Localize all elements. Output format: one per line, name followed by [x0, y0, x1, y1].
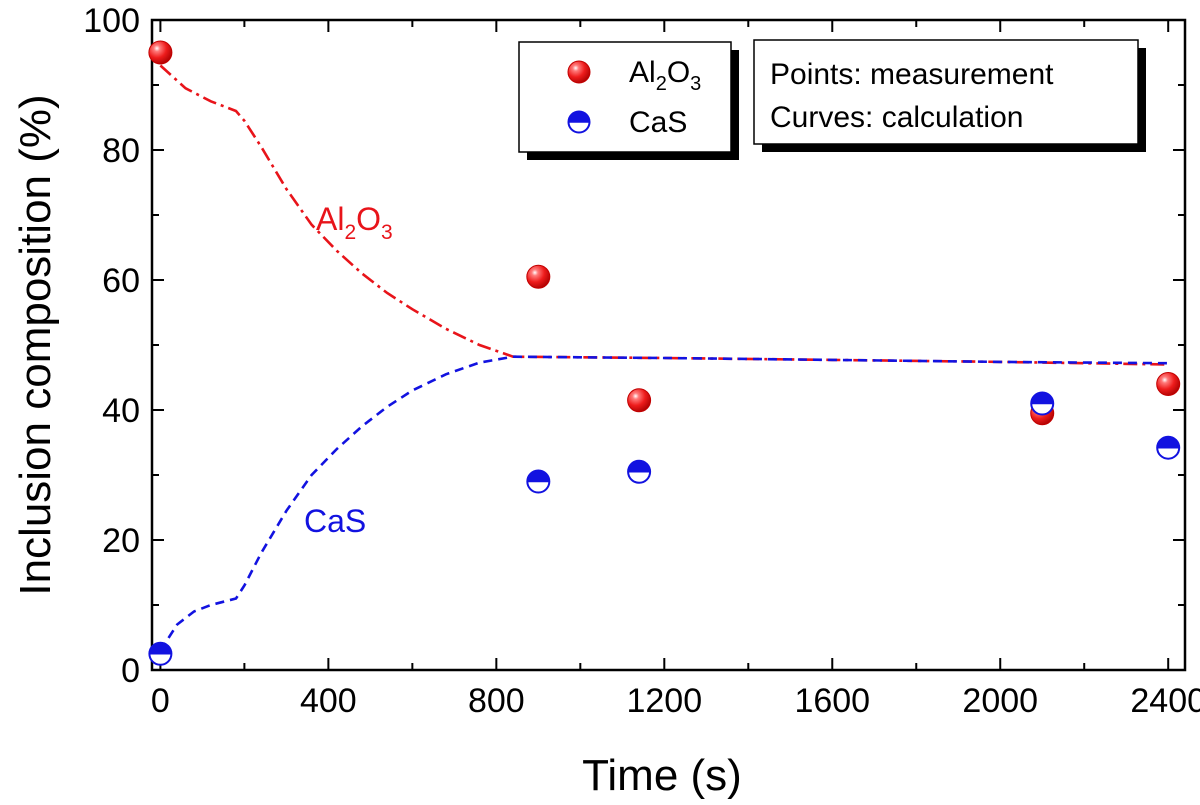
y-tick-label: 60	[102, 262, 140, 300]
legend-cas-marker	[567, 110, 591, 134]
al2o3-curve-label: Al2O3	[316, 201, 393, 244]
y-tick-labels: 0 20 40 60 80 100	[83, 2, 140, 690]
cas-point	[526, 469, 551, 494]
cas-calculated-curve	[159, 355, 1169, 652]
al2o3-curve-label-base: Al	[316, 201, 344, 237]
legend-al2o3-marker	[567, 60, 591, 84]
note-line-points: Points: measurement	[770, 58, 1054, 91]
x-axis-title: Time (s)	[582, 751, 742, 800]
y-tick-label: 0	[121, 652, 140, 690]
x-tick-label: 400	[300, 682, 357, 720]
legend-cas-label: CaS	[629, 106, 687, 139]
y-tick-label: 40	[102, 392, 140, 430]
y-tick-label: 100	[83, 2, 140, 40]
legend: Al2O3 CaS	[518, 41, 739, 160]
al2o3-curve-label-mid: O	[356, 201, 381, 237]
legend-al2o3-base: Al	[629, 56, 656, 89]
note-line-curves: Curves: calculation	[770, 101, 1023, 134]
legend-al2o3-sub2: 3	[690, 73, 701, 95]
al2o3-point	[148, 40, 173, 65]
x-tick-label: 800	[468, 682, 525, 720]
al2o3-point	[627, 388, 652, 413]
x-tick-label: 1600	[794, 682, 870, 720]
x-tick-labels: 0 400 800 1200 1600 2000 2400	[151, 682, 1200, 720]
x-tick-label: 0	[151, 682, 170, 720]
al2o3-curve-label-sub1: 2	[344, 221, 356, 244]
y-tick-label: 80	[102, 132, 140, 170]
al2o3-point	[526, 264, 551, 289]
legend-al2o3-mid: O	[667, 56, 690, 89]
cas-curve-label: CaS	[304, 503, 366, 539]
cas-point	[148, 641, 173, 666]
cas-point	[1030, 391, 1055, 416]
cas-point	[627, 459, 652, 484]
legend-al2o3-sub1: 2	[656, 73, 667, 95]
note-frame	[753, 39, 1139, 145]
calculated-curves	[159, 64, 1169, 652]
legend-box	[518, 41, 732, 153]
y-tick-label: 20	[102, 522, 140, 560]
al2o3-curve-label-sub2: 3	[381, 221, 393, 244]
note-box: Points: measurement Curves: calculation	[753, 39, 1146, 152]
x-tick-label: 2000	[962, 682, 1038, 720]
cas-point	[1156, 435, 1181, 460]
legend-al2o3-label: Al2O3	[629, 56, 701, 95]
y-axis-title: Inclusion composition (%)	[11, 94, 60, 595]
cas-measurement-points	[148, 391, 1181, 666]
x-tick-label: 1200	[626, 682, 702, 720]
axis-ticks	[152, 19, 1185, 671]
x-tick-label: 2400	[1130, 682, 1200, 720]
al2o3-point	[1156, 372, 1181, 396]
